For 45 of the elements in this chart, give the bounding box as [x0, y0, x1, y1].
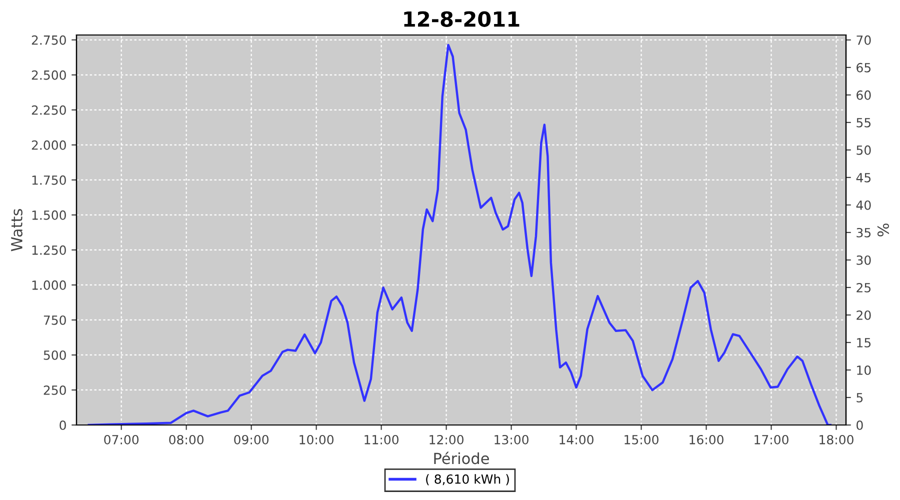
y2-tick-label: 45	[856, 173, 871, 182]
x-tick-label: 17:00	[754, 434, 788, 444]
y2-tick-label: 50	[856, 145, 871, 155]
y2-tick-label: 0	[856, 420, 863, 430]
x-tick-label: 09:00	[234, 434, 269, 444]
y-tick-label: 0	[60, 420, 66, 430]
y-tick-label: 1.000	[32, 280, 66, 290]
y2-tick-label: 60	[856, 90, 871, 100]
y-tick-label: 1.750	[32, 175, 66, 185]
y-tick-label: 250	[44, 385, 66, 395]
y2-tick-label: 40	[856, 200, 871, 210]
y2-tick-label: 70	[856, 35, 871, 45]
x-tick-label: 12:00	[430, 434, 464, 444]
x-tick-label: 07:00	[104, 434, 139, 444]
x-tick-label: 11:00	[364, 434, 398, 444]
x-tick-label: 10:00	[300, 434, 334, 444]
x-axis-title: Période	[434, 452, 489, 464]
y-tick-label: 2.750	[32, 35, 66, 45]
x-tick-label: 16:00	[690, 434, 724, 444]
y-tick-label: 2.500	[32, 70, 66, 80]
line-series	[88, 44, 832, 425]
y-tick-label: 750	[44, 315, 66, 325]
y2-tick-label: 35	[856, 228, 871, 238]
y2-tick-label: 10	[857, 365, 871, 375]
y2-tick-label: 5	[856, 393, 863, 402]
x-tick-label: 13:00	[494, 434, 528, 444]
y2-tick-label: 55	[856, 118, 871, 128]
x-tick-label: 08:00	[169, 434, 204, 444]
y2-tick-label: 30	[856, 255, 871, 265]
y-tick-label: 2.250	[32, 105, 66, 115]
x-tick-label: 15:00	[624, 434, 658, 444]
chart-title: 12-8-2011	[404, 11, 520, 27]
y-axis-title: Watts	[11, 209, 22, 252]
y2-tick-label: 65	[856, 62, 871, 72]
y-tick-label: 500	[44, 350, 66, 360]
x-tick-label: 14:00	[560, 434, 594, 444]
legend-label: ( 8,610 kWh )	[426, 474, 509, 486]
x-tick-label: 18:00	[820, 434, 854, 444]
y2-tick-label: 25	[856, 282, 871, 292]
y2-tick-label: 15	[857, 338, 871, 348]
y-tick-label: 1.250	[32, 245, 66, 255]
y-tick-label: 2.000	[32, 140, 66, 150]
y2-axis-title: %	[877, 224, 890, 236]
y-tick-label: 1.500	[32, 210, 66, 220]
y2-tick-label: 20	[856, 310, 871, 320]
